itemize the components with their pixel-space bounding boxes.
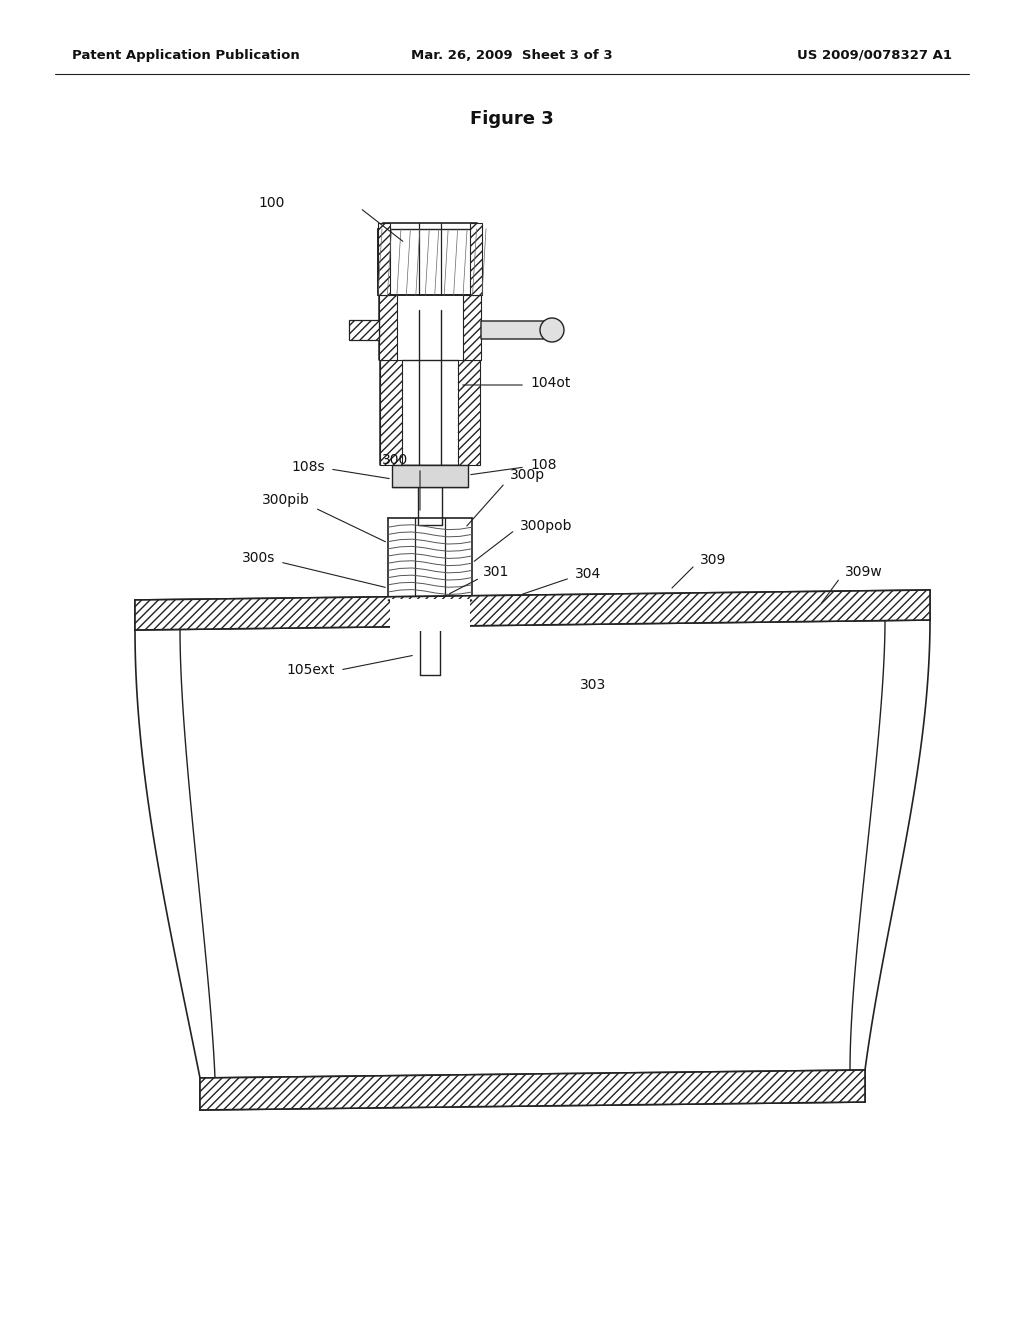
Polygon shape (380, 360, 402, 465)
Polygon shape (378, 223, 482, 294)
Text: Mar. 26, 2009  Sheet 3 of 3: Mar. 26, 2009 Sheet 3 of 3 (412, 49, 612, 62)
Text: 300pob: 300pob (520, 519, 572, 533)
Text: 304: 304 (575, 568, 601, 581)
Text: 300: 300 (382, 453, 408, 467)
Polygon shape (388, 601, 472, 624)
Text: 104ot: 104ot (530, 376, 570, 389)
Polygon shape (135, 590, 930, 630)
Text: 300s: 300s (242, 550, 275, 565)
Text: US 2009/0078327 A1: US 2009/0078327 A1 (797, 49, 952, 62)
Bar (392, 465, 468, 487)
Polygon shape (463, 294, 481, 360)
Text: Figure 3: Figure 3 (470, 110, 554, 128)
Circle shape (540, 318, 564, 342)
Text: 108: 108 (530, 458, 556, 473)
Text: Patent Application Publication: Patent Application Publication (72, 49, 300, 62)
Bar (390, 599, 470, 631)
Polygon shape (481, 321, 560, 339)
Polygon shape (379, 294, 397, 360)
Text: 309: 309 (700, 553, 726, 568)
Text: 100: 100 (259, 195, 285, 210)
Text: 108s: 108s (292, 459, 325, 474)
Polygon shape (200, 1071, 865, 1110)
Polygon shape (349, 319, 379, 341)
Text: 105ext: 105ext (287, 663, 335, 677)
Polygon shape (470, 223, 482, 294)
Text: 301: 301 (483, 565, 509, 579)
Text: 300p: 300p (510, 469, 545, 482)
Text: 300pib: 300pib (262, 492, 310, 507)
Text: 303: 303 (580, 678, 606, 692)
Polygon shape (378, 223, 390, 294)
Text: 309w: 309w (845, 565, 883, 579)
Polygon shape (458, 360, 480, 465)
